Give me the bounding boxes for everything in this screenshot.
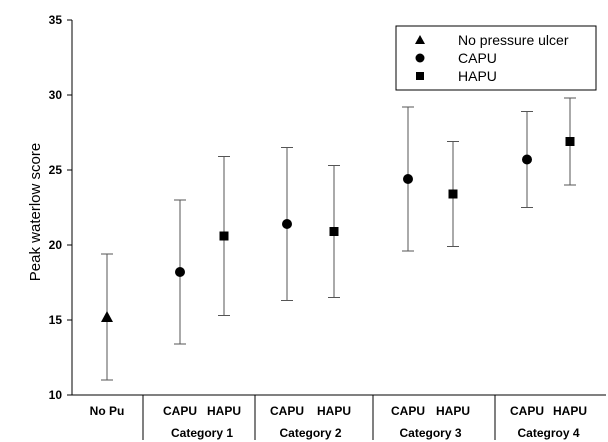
x-category-label: HAPU xyxy=(553,404,587,418)
circle-marker xyxy=(175,267,185,277)
x-category-label: HAPU xyxy=(207,404,241,418)
x-category-label: CAPU xyxy=(510,404,544,418)
y-tick-label: 20 xyxy=(49,238,63,252)
legend-label: No pressure ulcer xyxy=(458,32,569,48)
legend-square-icon xyxy=(416,72,424,80)
legend: No pressure ulcer CAPU HAPU xyxy=(395,25,597,91)
square-marker xyxy=(565,137,575,146)
legend-label: CAPU xyxy=(458,50,497,66)
square-marker xyxy=(329,227,339,236)
x-axis-labels: No Pu CAPU HAPU CAPU HAPU CAPU HAPU CAPU HAPU Cat… xyxy=(90,404,587,440)
circle-marker xyxy=(403,174,413,184)
legend-circle-icon xyxy=(415,53,425,63)
legend-triangle-icon xyxy=(415,35,425,44)
y-tick-label: 30 xyxy=(49,88,63,102)
circle-marker xyxy=(522,154,532,165)
legend-label: HAPU xyxy=(458,68,497,84)
data-markers xyxy=(101,137,575,322)
y-tick-label: 35 xyxy=(49,13,63,27)
x-group-label: Categroy 4 xyxy=(517,426,579,440)
y-tick-label: 15 xyxy=(49,313,63,327)
axes: 10 15 20 25 30 35 xyxy=(49,13,606,440)
square-marker xyxy=(219,231,229,241)
x-category-label: HAPU xyxy=(436,404,470,418)
x-category-label: CAPU xyxy=(163,404,197,418)
y-tick-label: 25 xyxy=(49,163,63,177)
circle-marker xyxy=(282,219,292,229)
square-marker xyxy=(448,189,458,199)
x-group-label: Category 2 xyxy=(279,426,341,440)
x-category-label: No Pu xyxy=(90,404,125,418)
x-group-label: Category 1 xyxy=(171,426,233,440)
x-category-label: CAPU xyxy=(391,404,425,418)
error-bars xyxy=(101,97,576,381)
y-axis-label: Peak waterlow score xyxy=(27,143,44,281)
x-group-label: Category 3 xyxy=(399,426,461,440)
y-tick-label: 10 xyxy=(49,388,63,402)
legend-box xyxy=(395,25,597,91)
x-category-label: HAPU xyxy=(317,404,351,418)
triangle-marker xyxy=(101,311,113,322)
x-category-label: CAPU xyxy=(270,404,304,418)
